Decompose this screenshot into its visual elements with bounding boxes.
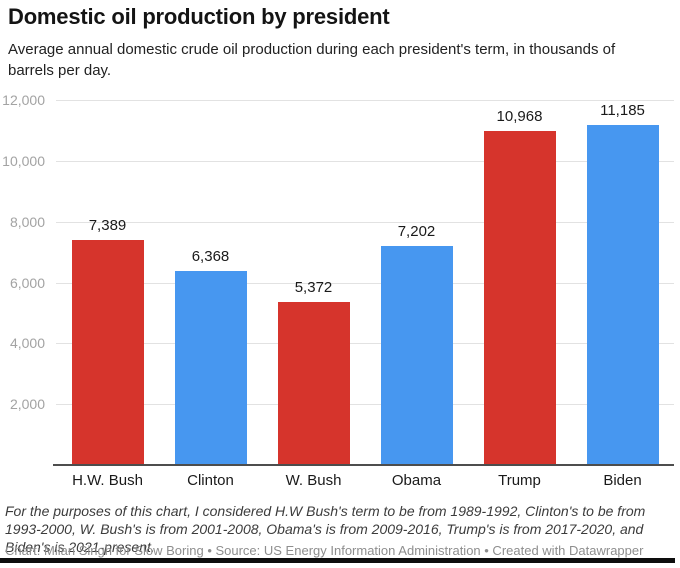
chart-title: Domestic oil production by president	[8, 4, 390, 29]
y-axis-tick-label: 4,000	[9, 335, 45, 352]
chart-footnote: For the purposes of this chart, I consid…	[5, 503, 646, 555]
chart-credit: Chart: Milan Singh for Slow Boring • Sou…	[5, 543, 644, 558]
bar-w-bush	[277, 301, 350, 465]
y-axis-tick-label: 6,000	[9, 274, 45, 291]
gridline-8,000	[56, 221, 674, 223]
bar-value-label-trump: 10,968	[496, 108, 543, 126]
bar-trump	[483, 131, 556, 465]
gridline-2,000	[56, 404, 674, 406]
bar-obama	[380, 245, 453, 465]
x-axis-label-obama: Obama	[391, 472, 442, 489]
x-axis-line	[53, 464, 674, 466]
bar-value-label-w-bush: 5,372	[294, 278, 333, 296]
gridline-10,000	[56, 160, 674, 162]
bar-biden	[586, 124, 659, 465]
y-axis-tick-label: 10,000	[2, 152, 45, 169]
bar-value-label-clinton: 6,368	[191, 248, 230, 266]
x-axis-label-w-bush: W. Bush	[285, 472, 342, 489]
bar-h-w-bush	[71, 240, 144, 465]
y-axis-tick-label: 8,000	[9, 213, 45, 230]
x-axis-label-clinton: Clinton	[187, 472, 234, 489]
y-axis-tick-label: 2,000	[9, 396, 45, 413]
bar-value-label-obama: 7,202	[397, 222, 436, 240]
gridline-12,000	[56, 100, 674, 101]
bar-value-label-h-w-bush: 7,389	[88, 217, 127, 235]
y-axis-tick-label: 12,000	[2, 92, 45, 108]
bar-value-label-biden: 11,185	[600, 101, 645, 119]
bottom-black-bar	[0, 558, 675, 563]
x-axis-label-biden: Biden	[603, 472, 642, 489]
gridline-6,000	[56, 282, 674, 284]
gridline-4,000	[56, 343, 674, 345]
x-axis-label-h-w-bush: H.W. Bush	[72, 472, 143, 489]
bar-clinton	[174, 271, 247, 465]
chart-subtitle: Average annual domestic crude oil produc…	[8, 41, 616, 80]
x-axis-label-trump: Trump	[498, 472, 541, 489]
